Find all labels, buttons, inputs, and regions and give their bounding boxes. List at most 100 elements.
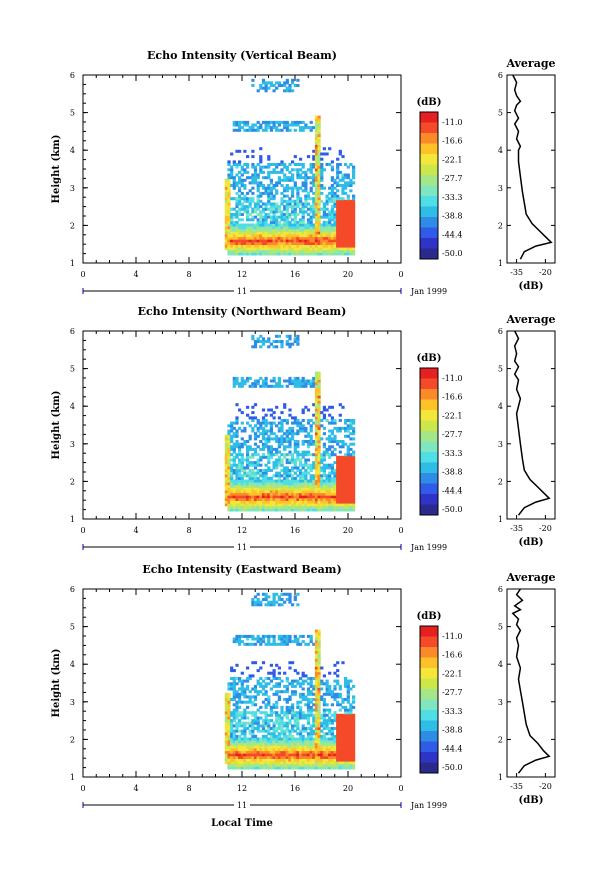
x-tick-label: 4 (133, 270, 138, 279)
colorbar-segment (420, 238, 438, 249)
colorbar-label: -11.0 (442, 118, 463, 127)
colorbar-segment (420, 647, 438, 658)
colorbar-label: -11.0 (442, 374, 463, 383)
x-tick-label: 0 (80, 526, 85, 535)
colorbar-label: -50.0 (442, 249, 463, 258)
y-tick-label: 4 (70, 146, 75, 155)
colorbar-label: -16.6 (442, 651, 463, 660)
profile-line (513, 330, 551, 516)
colorbar-segment (420, 248, 438, 260)
x-tick-label: 8 (186, 270, 191, 279)
date-label: Jan 1999 (410, 287, 447, 296)
chart-title: Echo Intensity (Vertical Beam) (147, 49, 337, 62)
y-tick-label: 2 (70, 221, 75, 230)
colorbar-segment (420, 657, 438, 669)
x-tick-label: 12 (237, 784, 247, 793)
colorbar-segment (420, 720, 438, 732)
profile-line (512, 74, 553, 260)
y-axis-label: Height (km) (51, 391, 62, 460)
chart-title: Echo Intensity (Northward Beam) (138, 305, 347, 318)
colorbar-label: -27.7 (442, 430, 463, 439)
y-tick-label: 4 (70, 402, 75, 411)
x-tick-label: 12 (237, 526, 247, 535)
colorbar-segment (420, 420, 438, 432)
day-label-bg (234, 800, 250, 810)
colorbar-label: -38.8 (442, 212, 463, 221)
colorbar-segment (420, 452, 438, 463)
x-tick-label: 0 (80, 784, 85, 793)
colorbar-segment (420, 636, 438, 648)
colorbar-segment (420, 112, 438, 123)
profile-y-label: 1 (498, 259, 503, 268)
colorbar-segment (420, 689, 438, 700)
profile-y-label: 6 (498, 71, 503, 80)
colorbar-segment (420, 741, 438, 753)
profile-frame (506, 74, 556, 264)
colorbar-segment (420, 626, 438, 637)
profile-xlabel: (dB) (519, 537, 544, 548)
colorbar-frame (419, 367, 439, 516)
colorbar-unit: (dB) (417, 97, 442, 108)
profile-y-label: 2 (498, 477, 503, 486)
x-tick-label: 16 (290, 270, 300, 279)
profile-panel: Average 1 2 3 4 5 6 -35 -20 (dB) (498, 571, 556, 806)
y-tick-label: 5 (70, 623, 75, 632)
heatmap-cells (224, 592, 356, 770)
colorbar-segment (420, 752, 438, 763)
profile-x-label: -20 (539, 782, 552, 791)
profile-y-label: 1 (498, 515, 503, 524)
colorbar-segment (420, 710, 438, 721)
colorbar: (dB) -11.0 -16.6 -22.1 -27.7 -33.3 -38.8 -44.4 -… (417, 611, 463, 774)
y-tick-label: 3 (70, 698, 75, 707)
colorbar-segment (420, 196, 438, 207)
profile-y-label: 3 (498, 698, 503, 707)
date-label: Jan 1999 (410, 801, 447, 810)
colorbar-segment (420, 164, 438, 176)
y-tick-label: 1 (70, 515, 75, 524)
colorbar-segment (420, 175, 438, 186)
y-axis-label: Height (km) (51, 135, 62, 204)
profile-y-label: 5 (498, 109, 503, 118)
profile-x-label: -35 (510, 782, 523, 791)
profile-frame (506, 330, 556, 520)
y-tick-label: 1 (70, 259, 75, 268)
x-tick-label: 8 (186, 784, 191, 793)
x-tick-label: 4 (133, 784, 138, 793)
profile-x-label: -35 (510, 524, 523, 533)
day-label: 11 (237, 543, 247, 552)
colorbar-label: -22.1 (442, 669, 463, 678)
panel-0: Echo Intensity (Vertical Beam) 1 2 3 4 5 6 Heig… (51, 49, 556, 296)
colorbar-unit: (dB) (417, 611, 442, 622)
x-tick-label: 16 (290, 526, 300, 535)
colorbar-label: -22.1 (442, 155, 463, 164)
colorbar-label: -44.4 (442, 230, 463, 239)
day-label-bg (234, 542, 250, 552)
colorbar-label: -50.0 (442, 763, 463, 772)
y-tick-label: 2 (70, 477, 75, 486)
profile-title: Average (505, 313, 555, 326)
colorbar-segment (420, 410, 438, 421)
colorbar-segment (420, 441, 438, 453)
colorbar-segment (420, 389, 438, 400)
colorbar-segment (420, 154, 438, 165)
profile-x-label: -20 (539, 268, 552, 277)
colorbar-label: -27.7 (442, 174, 463, 183)
x-tick-label: 0 (398, 526, 403, 535)
y-tick-label: 4 (70, 660, 75, 669)
day-label: 11 (237, 801, 247, 810)
profile-y-label: 3 (498, 184, 503, 193)
profile-y-label: 2 (498, 221, 503, 230)
y-tick-label: 1 (70, 773, 75, 782)
colorbar-label: -33.3 (442, 193, 463, 202)
colorbar-label: -38.8 (442, 726, 463, 735)
panel-2: Echo Intensity (Eastward Beam)123456Heig… (51, 563, 556, 810)
colorbar-segment (420, 668, 438, 679)
x-tick-label: 0 (398, 784, 403, 793)
colorbar: (dB) -11.0 -16.6 -22.1 -27.7 -33.3 -38.8 -44.4 -… (417, 353, 463, 516)
chart-title: Echo Intensity (Eastward Beam) (142, 563, 341, 576)
colorbar-segment (420, 473, 438, 484)
profile-line (511, 588, 551, 774)
colorbar-segment (420, 731, 438, 742)
x-tick-label: 8 (186, 526, 191, 535)
